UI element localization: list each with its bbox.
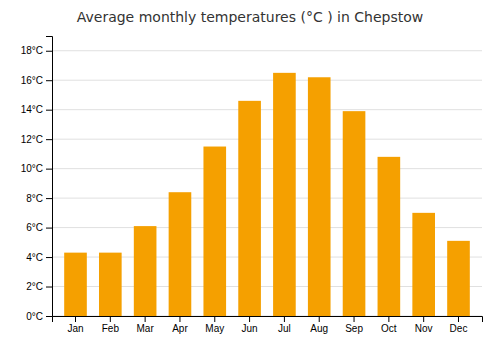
y-axis: 0°C 2°C 4°C 6°C 8°C 10°C 12°C 14°C 16°C 18°C <box>21 37 53 322</box>
tick-label: May <box>205 323 224 334</box>
tick-label: Aug <box>310 323 328 334</box>
bar <box>447 241 470 316</box>
bar <box>308 77 331 316</box>
tick-label: 16°C <box>21 75 43 86</box>
tick-label: Feb <box>102 323 120 334</box>
bar <box>412 213 435 316</box>
axis-line <box>53 317 483 323</box>
x-tick: Nov <box>415 316 433 334</box>
axis-line <box>46 37 53 317</box>
x-tick: Dec <box>450 316 468 334</box>
x-tick: Apr <box>172 316 188 334</box>
chart-container: Average monthly temperatures (°C ) in Ch… <box>0 0 500 350</box>
grid-line <box>52 50 482 51</box>
grid-line <box>52 198 482 199</box>
tick-mark <box>46 228 52 229</box>
x-tick: Sep <box>345 316 363 334</box>
x-tick: Jul <box>278 316 291 334</box>
bar <box>343 111 366 316</box>
tick-mark <box>46 287 52 288</box>
tick-label: 12°C <box>21 134 43 145</box>
tick-label: 18°C <box>21 45 43 56</box>
grid-line <box>52 80 482 81</box>
tick-mark <box>46 80 52 81</box>
tick-label: Jan <box>67 323 83 334</box>
grid <box>52 51 482 316</box>
x-tick: May <box>205 316 224 334</box>
x-axis: Jan Feb Mar Apr May Jun Jul Aug Sep Oct Nov Dec <box>53 316 483 334</box>
tick-mark <box>179 316 180 322</box>
bars <box>64 73 470 316</box>
chart-title: Average monthly temperatures (°C ) in Ch… <box>77 9 424 25</box>
y-tick: 14°C <box>21 104 52 115</box>
tick-label: 10°C <box>21 163 43 174</box>
plot-area: 0°C 2°C 4°C 6°C 8°C 10°C 12°C 14°C 16°C 18°C Jan Fe… <box>21 37 483 335</box>
tick-label: Mar <box>137 323 155 334</box>
grid-line <box>52 139 482 140</box>
bar <box>238 101 261 316</box>
bar <box>64 253 87 316</box>
bar <box>169 192 192 316</box>
y-tick: 4°C <box>26 252 52 263</box>
bar <box>99 253 122 316</box>
y-tick: 10°C <box>21 163 52 174</box>
tick-label: Jun <box>242 323 258 334</box>
tick-mark <box>284 316 285 322</box>
tick-mark <box>46 198 52 199</box>
x-tick: Aug <box>310 316 328 334</box>
tick-mark <box>423 316 424 322</box>
tick-mark <box>214 316 215 322</box>
x-tick: Oct <box>381 316 397 334</box>
tick-label: 2°C <box>26 281 43 292</box>
bar <box>378 157 401 316</box>
tick-mark <box>46 257 52 258</box>
tick-mark <box>319 316 320 322</box>
tick-mark <box>354 316 355 322</box>
x-tick: Mar <box>137 316 155 334</box>
tick-label: Nov <box>415 323 433 334</box>
y-tick: 0°C <box>26 311 52 322</box>
y-tick: 6°C <box>26 222 52 233</box>
tick-label: Apr <box>172 323 188 334</box>
bar <box>134 226 157 316</box>
tick-mark <box>249 316 250 322</box>
y-tick: 18°C <box>21 45 52 56</box>
grid-line <box>52 168 482 169</box>
tick-mark <box>46 316 52 317</box>
x-tick: Feb <box>102 316 120 334</box>
y-tick: 16°C <box>21 75 52 86</box>
tick-mark <box>110 316 111 322</box>
bar <box>273 73 296 316</box>
tick-mark <box>46 169 52 170</box>
tick-label: Jul <box>278 323 291 334</box>
x-tick: Jun <box>242 316 258 334</box>
x-tick: Jan <box>67 316 83 334</box>
y-tick: 2°C <box>26 281 52 292</box>
y-tick: 8°C <box>26 193 52 204</box>
tick-label: Sep <box>345 323 363 334</box>
tick-mark <box>458 316 459 322</box>
tick-mark <box>75 316 76 322</box>
tick-mark <box>145 316 146 322</box>
tick-label: 14°C <box>21 104 43 115</box>
tick-mark <box>46 110 52 111</box>
tick-mark <box>388 316 389 322</box>
tick-mark <box>46 51 52 52</box>
tick-label: 8°C <box>26 193 43 204</box>
bar <box>203 147 226 316</box>
grid-line <box>52 109 482 110</box>
tick-label: 4°C <box>26 252 43 263</box>
chart-svg: Average monthly temperatures (°C ) in Ch… <box>0 0 500 350</box>
tick-label: Oct <box>381 323 397 334</box>
tick-label: Dec <box>450 323 468 334</box>
tick-mark <box>46 139 52 140</box>
tick-label: 0°C <box>26 311 43 322</box>
tick-label: 6°C <box>26 222 43 233</box>
y-tick: 12°C <box>21 134 52 145</box>
